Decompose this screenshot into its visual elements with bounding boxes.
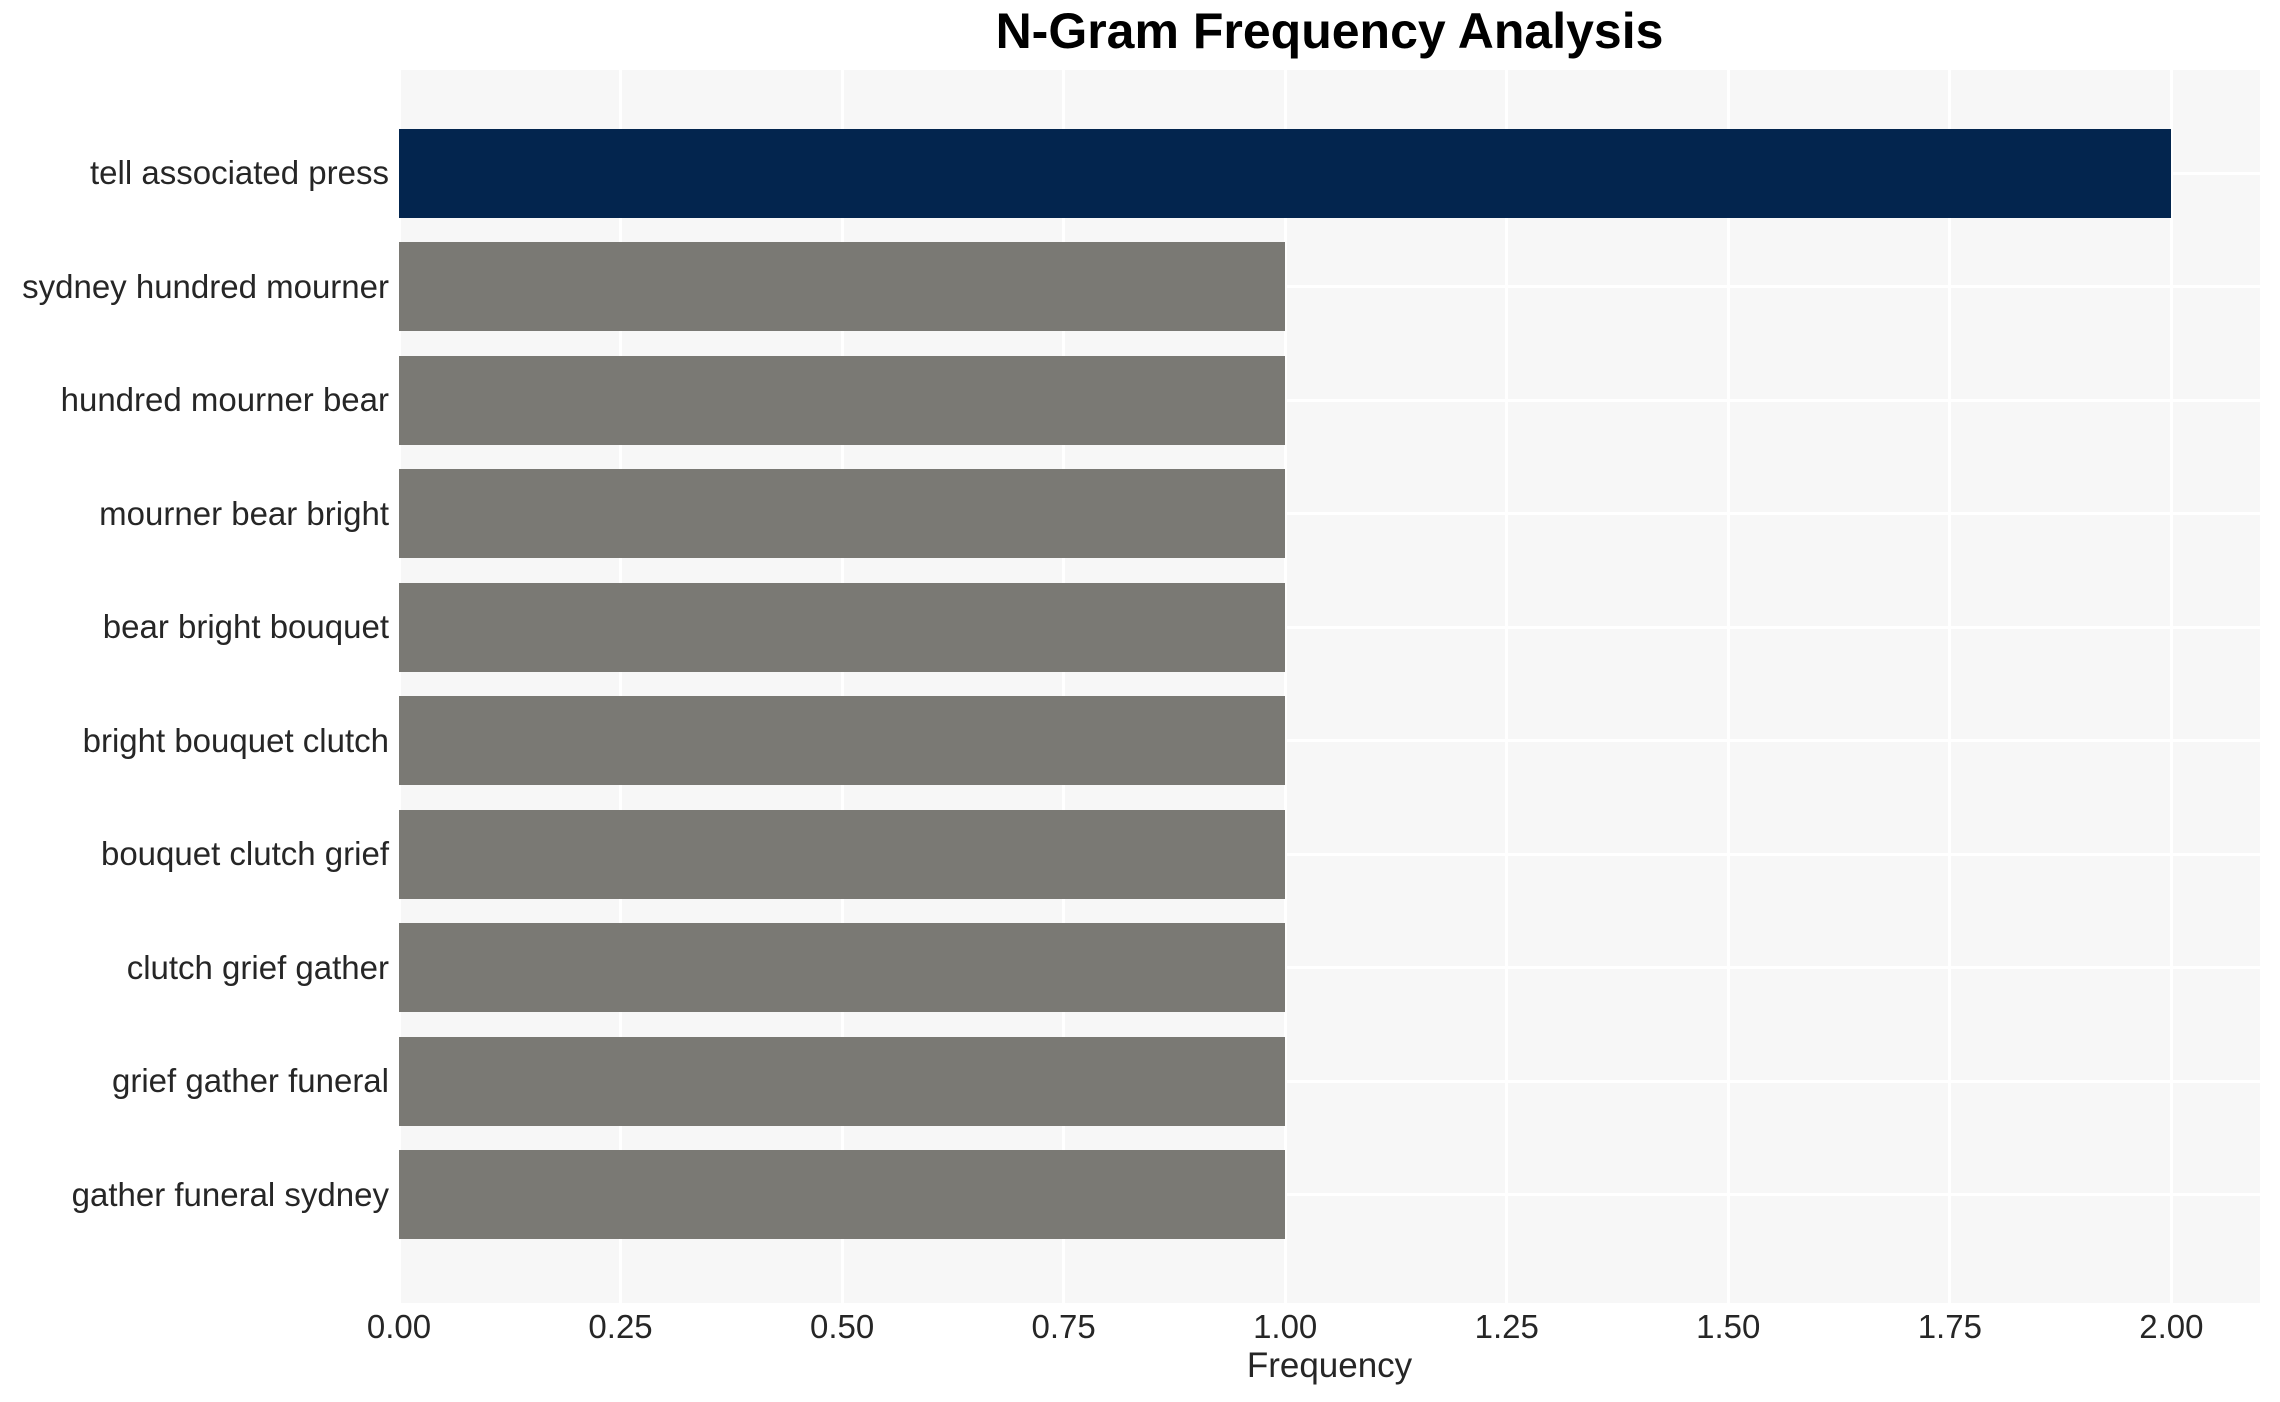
gridline-vertical [1062,70,1066,1303]
y-tick-label: hundred mourner bear [60,381,389,418]
gridline-horizontal [399,285,2260,288]
bar-tell-associated-press [399,128,2172,218]
bar-bouquet-clutch-grief [399,809,1286,899]
y-tick-label: bouquet clutch grief [100,835,389,872]
bar-grief-gather-funeral [399,1036,1286,1126]
x-tick-label: 0.25 [588,1308,653,1345]
bar-mourner-bear-bright [399,469,1286,558]
bar-bear-bright-bouquet [399,582,1286,672]
gridline-horizontal [399,852,2260,856]
gridline-horizontal [399,1193,2260,1196]
x-tick-label: 1.25 [1474,1308,1539,1345]
y-tick-label: gather funeral sydney [71,1175,389,1213]
gridline-vertical [619,70,623,1303]
y-tick-label: bright bouquet clutch [82,721,389,759]
x-tick-label: 1.50 [1696,1308,1761,1345]
y-tick-label: mourner bear bright [99,494,389,532]
x-tick-label: 2.00 [2139,1308,2204,1345]
y-tick-label: bear bright bouquet [102,608,389,645]
gridline-horizontal [399,1079,2260,1083]
x-tick-label: 0.75 [1031,1308,1096,1345]
gridline-vertical [1505,70,1509,1303]
y-tick-label: sydney hundred mourner [22,267,389,305]
gridline-vertical [1726,70,1730,1303]
x-tick-label: 0.50 [809,1308,875,1345]
y-tick-label: tell associated press [90,154,389,191]
gridline-vertical [397,70,401,1303]
gridline-vertical [840,70,844,1303]
gridline-horizontal [399,398,2260,402]
gridline-horizontal [399,625,2260,629]
gridline-vertical [1283,70,1287,1303]
gridline-horizontal [399,966,2260,969]
x-tick-label: 0.00 [366,1308,432,1345]
gridline-vertical [2169,70,2173,1303]
x-tick-label: 1.00 [1253,1308,1318,1345]
chart-title: N-Gram Frequency Analysis [995,3,1664,59]
gridline-vertical [1948,70,1952,1303]
bar-sydney-hundred-mourner [399,242,1286,331]
gridline-horizontal [399,512,2260,515]
x-tick-label: 1.75 [1917,1308,1982,1345]
y-axis-tick-labels: tell associated press sydney hundred mour… [0,70,389,1303]
x-axis-label: Frequency [1246,1346,1413,1385]
bar-bright-bouquet-clutch [399,696,1286,785]
plot-area [397,70,2260,1303]
y-tick-label: clutch grief gather [126,948,389,986]
gridline-horizontal [399,739,2260,742]
y-tick-label: grief gather funeral [111,1062,389,1099]
bar-clutch-grief-gather [399,923,1286,1012]
bar-hundred-mourner-bear [399,355,1286,445]
bar-gather-funeral-sydney [399,1150,1286,1239]
